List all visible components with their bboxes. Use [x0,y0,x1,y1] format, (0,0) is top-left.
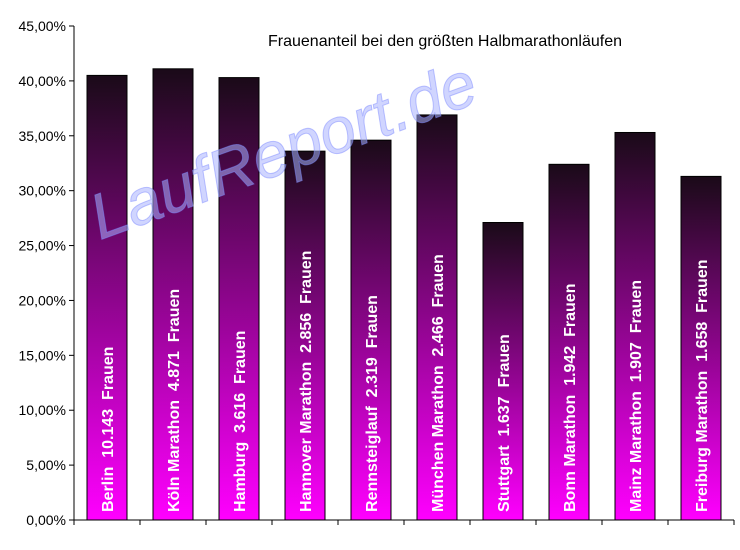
bar [284,150,326,521]
bar [680,175,722,521]
y-tick-label: 0,00% [26,512,66,528]
bar [86,74,128,521]
bars [86,68,722,521]
y-tick-label: 10,00% [19,402,66,418]
bar-label: Hannover Marathon 2.856 Frauen [298,251,315,512]
y-tick-label: 25,00% [19,238,66,254]
bar-label: Mainz Marathon 1.907 Frauen [628,280,645,512]
y-tick-label: 5,00% [26,457,66,473]
bar-label: Hamburg 3.616 Frauen [232,331,249,512]
bar-label: Stuttgart 1.637 Frauen [496,334,513,512]
bar-label: Berlin 10.143 Frauen [100,347,117,512]
bar-label: Rennsteiglauf 2.319 Frauen [364,295,381,512]
bar-labels: Berlin 10.143 Frauen Köln Marathon 4.871 … [100,251,711,512]
bar [614,131,656,521]
y-tick-label: 35,00% [19,128,66,144]
y-tick-label: 40,00% [19,73,66,89]
bar [350,139,392,521]
bar [416,114,458,521]
bar [482,222,524,521]
y-tick-label: 15,00% [19,347,66,363]
bar-label: Freiburg Marathon 1.658 Frauen [694,260,711,513]
bar [548,163,590,521]
y-tick-label: 30,00% [19,183,66,199]
y-tick-label: 20,00% [19,292,66,308]
bar [152,68,194,521]
axes: 0,00% 5,00% 10,00% 15,00% 20,00% 25,00% 30,00%… [19,18,735,528]
bar-label: Köln Marathon 4.871 Frauen [166,289,183,512]
chart-title: Frauenanteil bei den größten Halbmaratho… [268,33,622,50]
bar-label: München Marathon 2.466 Frauen [430,254,447,512]
bar-label: Bonn Marathon 1.942 Frauen [562,284,579,512]
bar [218,77,260,521]
y-tick-label: 45,00% [19,18,66,34]
